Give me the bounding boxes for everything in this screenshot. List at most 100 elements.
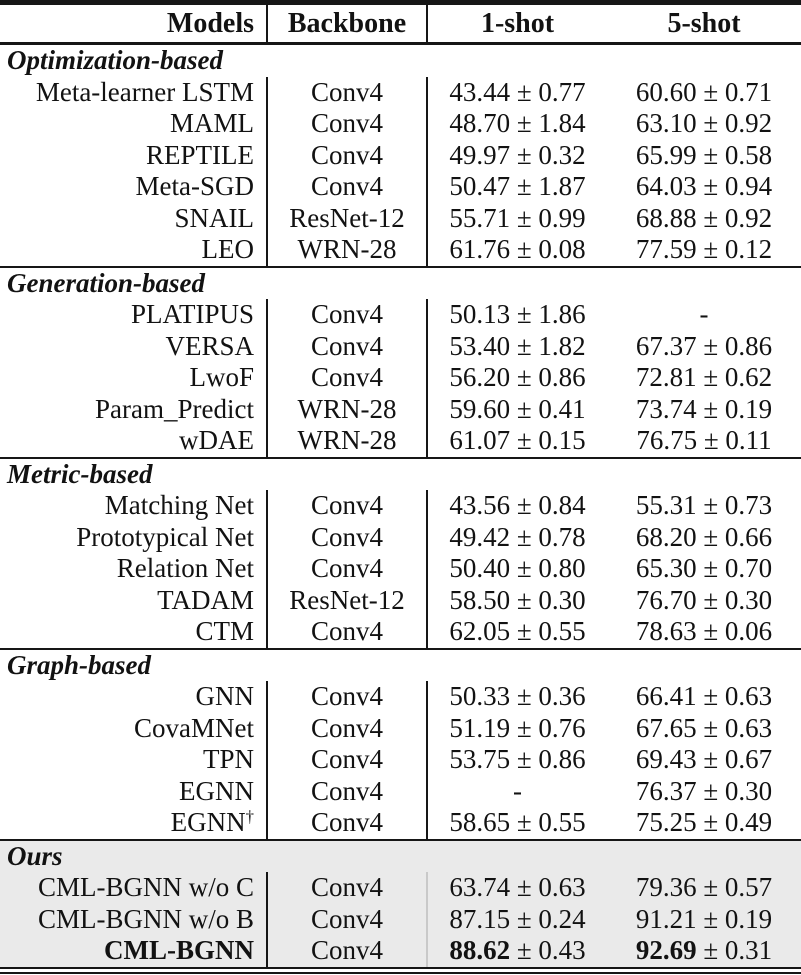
one-shot-cell: 48.70 ± 1.84 <box>426 108 607 140</box>
one-shot-cell: 43.44 ± 0.77 <box>426 76 607 108</box>
table-row-relation-net: Relation Net Conv4 50.40 ± 0.80 65.30 ± 0.7… <box>0 553 801 585</box>
model-cell: Meta-learner LSTM <box>35 76 254 107</box>
five-shot-cell: 64.03 ± 0.94 <box>635 171 773 202</box>
table-row-covamnet: CovaMNet Conv4 51.19 ± 0.76 67.65 ± 0.63 <box>0 712 801 744</box>
table-row-cml-bgnn: CML-BGNN Conv4 88.62 ± 0.43 92.69 ± 0.31 <box>0 935 801 970</box>
section-header-row-graph-based: Graph-based <box>0 647 801 681</box>
table-row-leo: LEO WRN-28 61.76 ± 0.08 77.59 ± 0.12 <box>0 234 801 267</box>
one-shot-cell: 50.40 ± 0.80 <box>426 553 607 585</box>
one-shot-cell: 63.74 ± 0.63 <box>426 872 607 904</box>
section-header-row-ours: Ours <box>0 838 801 872</box>
backbone-cell: Conv4 <box>266 935 427 970</box>
one-shot-cell: 50.47 ± 1.87 <box>426 171 607 203</box>
backbone-cell: Conv4 <box>266 490 427 522</box>
model-cell: LEO <box>201 234 254 265</box>
backbone-cell: Conv4 <box>266 76 427 108</box>
five-shot-cell: 65.99 ± 0.58 <box>635 139 773 170</box>
backbone-cell: WRN-28 <box>266 234 427 267</box>
five-shot-cell: 76.75 ± 0.11 <box>636 425 772 456</box>
backbone-cell: Conv4 <box>266 139 427 171</box>
table-row-tpn: TPN Conv4 53.75 ± 0.86 69.43 ± 0.67 <box>0 744 801 776</box>
table-row-ctm: CTM Conv4 62.05 ± 0.55 78.63 ± 0.06 <box>0 616 801 649</box>
five-shot-cell: 72.81 ± 0.62 <box>635 362 773 393</box>
table-row-snail: SNAIL ResNet-12 55.71 ± 0.99 68.88 ± 0.92 <box>0 202 801 234</box>
model-cell: CML-BGNN w/o B <box>0 903 267 935</box>
table-row-platipus: PLATIPUS Conv4 50.13 ± 1.86 - <box>0 299 801 331</box>
five-shot-cell: 55.31 ± 0.73 <box>635 490 773 521</box>
one-shot-cell: 49.42 ± 0.78 <box>426 521 607 553</box>
five-shot-cell: 78.63 ± 0.06 <box>635 616 773 647</box>
section-title: Ours <box>0 838 801 872</box>
one-shot-cell: 50.33 ± 0.36 <box>426 681 607 713</box>
five-shot-cell: 76.37 ± 0.30 <box>635 775 773 806</box>
five-shot-cell: 69.43 ± 0.67 <box>635 744 773 775</box>
backbone-cell: Conv4 <box>266 681 427 713</box>
backbone-cell: Conv4 <box>266 521 427 553</box>
backbone-cell: Conv4 <box>266 171 427 203</box>
model-cell: EGNN† <box>170 807 254 838</box>
backbone-cell: Conv4 <box>266 299 427 331</box>
five-shot-cell: 67.37 ± 0.86 <box>635 330 773 361</box>
table-row-wdae: wDAE WRN-28 61.07 ± 0.15 76.75 ± 0.11 <box>0 425 801 458</box>
five-shot-cell: 66.41 ± 0.63 <box>635 681 773 712</box>
one-shot-cell: 53.75 ± 0.86 <box>426 744 607 776</box>
table-row-egnn-sup: EGNN† Conv4 58.65 ± 0.55 75.25 ± 0.49 <box>0 807 801 840</box>
one-shot-cell: 88.62 ± 0.43 <box>426 935 607 970</box>
model-cell: Matching Net <box>104 490 254 521</box>
five-shot-cell: 68.20 ± 0.66 <box>635 521 773 552</box>
model-cell: TPN <box>202 744 254 775</box>
model-cell: EGNN <box>179 775 254 806</box>
five-shot-cell: 65.30 ± 0.70 <box>635 553 773 584</box>
model-cell: PLATIPUS <box>130 299 254 330</box>
model-cell: Meta-SGD <box>135 171 254 202</box>
backbone-cell: Conv4 <box>266 362 427 394</box>
header-row: Models Backbone 1-shot 5-shot <box>0 2 801 45</box>
one-shot-cell: 53.40 ± 1.82 <box>426 330 607 362</box>
model-cell: LwoF <box>189 362 254 393</box>
backbone-cell: ResNet-12 <box>266 584 427 616</box>
backbone-cell: Conv4 <box>266 807 427 840</box>
model-cell: Relation Net <box>116 553 254 584</box>
table-row-prototypical-net: Prototypical Net Conv4 49.42 ± 0.78 68.20 ±… <box>0 521 801 553</box>
backbone-cell: Conv4 <box>266 616 427 649</box>
five-shot-cell: 73.74 ± 0.19 <box>635 393 773 424</box>
table-body: Optimization-based Meta-learner LSTM Conv4… <box>0 42 801 970</box>
backbone-cell: WRN-28 <box>266 393 427 425</box>
backbone-cell: Conv4 <box>266 553 427 585</box>
section-header-row-generation-based: Generation-based <box>0 265 801 299</box>
dagger-marker: † <box>245 807 254 827</box>
one-shot-cell: 62.05 ± 0.55 <box>426 616 607 649</box>
table-row-meta-sgd: Meta-SGD Conv4 50.47 ± 1.87 64.03 ± 0.94 <box>0 171 801 203</box>
five-shot-cell: 63.10 ± 0.92 <box>635 108 773 139</box>
backbone-cell: Conv4 <box>266 744 427 776</box>
five-shot-cell: - <box>699 299 709 330</box>
section-title: Generation-based <box>0 265 801 299</box>
model-cell: Prototypical Net <box>76 521 254 552</box>
table-row-gnn: GNN Conv4 50.33 ± 0.36 66.41 ± 0.63 <box>0 681 801 713</box>
five-shot-cell: 76.70 ± 0.30 <box>635 584 773 615</box>
model-cell: GNN <box>195 681 255 712</box>
table-row-maml: MAML Conv4 48.70 ± 1.84 63.10 ± 0.92 <box>0 108 801 140</box>
model-cell: TADAM <box>157 584 254 615</box>
column-header-models: Models <box>0 2 267 45</box>
one-shot-cell: 49.97 ± 0.32 <box>426 139 607 171</box>
model-cell: wDAE <box>179 425 254 456</box>
backbone-cell: Conv4 <box>266 712 427 744</box>
table-row-matching-net: Matching Net Conv4 43.56 ± 0.84 55.31 ± 0.7… <box>0 490 801 522</box>
one-shot-cell: 51.19 ± 0.76 <box>426 712 607 744</box>
section-title: Optimization-based <box>0 42 801 77</box>
five-shot-cell: 92.69 ± 0.31 <box>607 935 801 970</box>
five-shot-cell: 60.60 ± 0.71 <box>635 76 773 107</box>
backbone-cell: Conv4 <box>266 903 427 935</box>
model-cell: CovaMNet <box>134 712 254 743</box>
one-shot-cell: - <box>426 775 607 807</box>
one-shot-cell: 87.15 ± 0.24 <box>426 903 607 935</box>
backbone-cell: Conv4 <box>266 108 427 140</box>
table-row-egnn: EGNN Conv4-76.37 ± 0.30 <box>0 775 801 807</box>
model-cell: CML-BGNN w/o C <box>0 872 267 904</box>
model-cell: VERSA <box>165 330 254 361</box>
table-row-meta-learner-lstm: Meta-learner LSTM Conv4 43.44 ± 0.77 60.60 … <box>0 76 801 108</box>
one-shot-cell: 61.76 ± 0.08 <box>426 234 607 267</box>
